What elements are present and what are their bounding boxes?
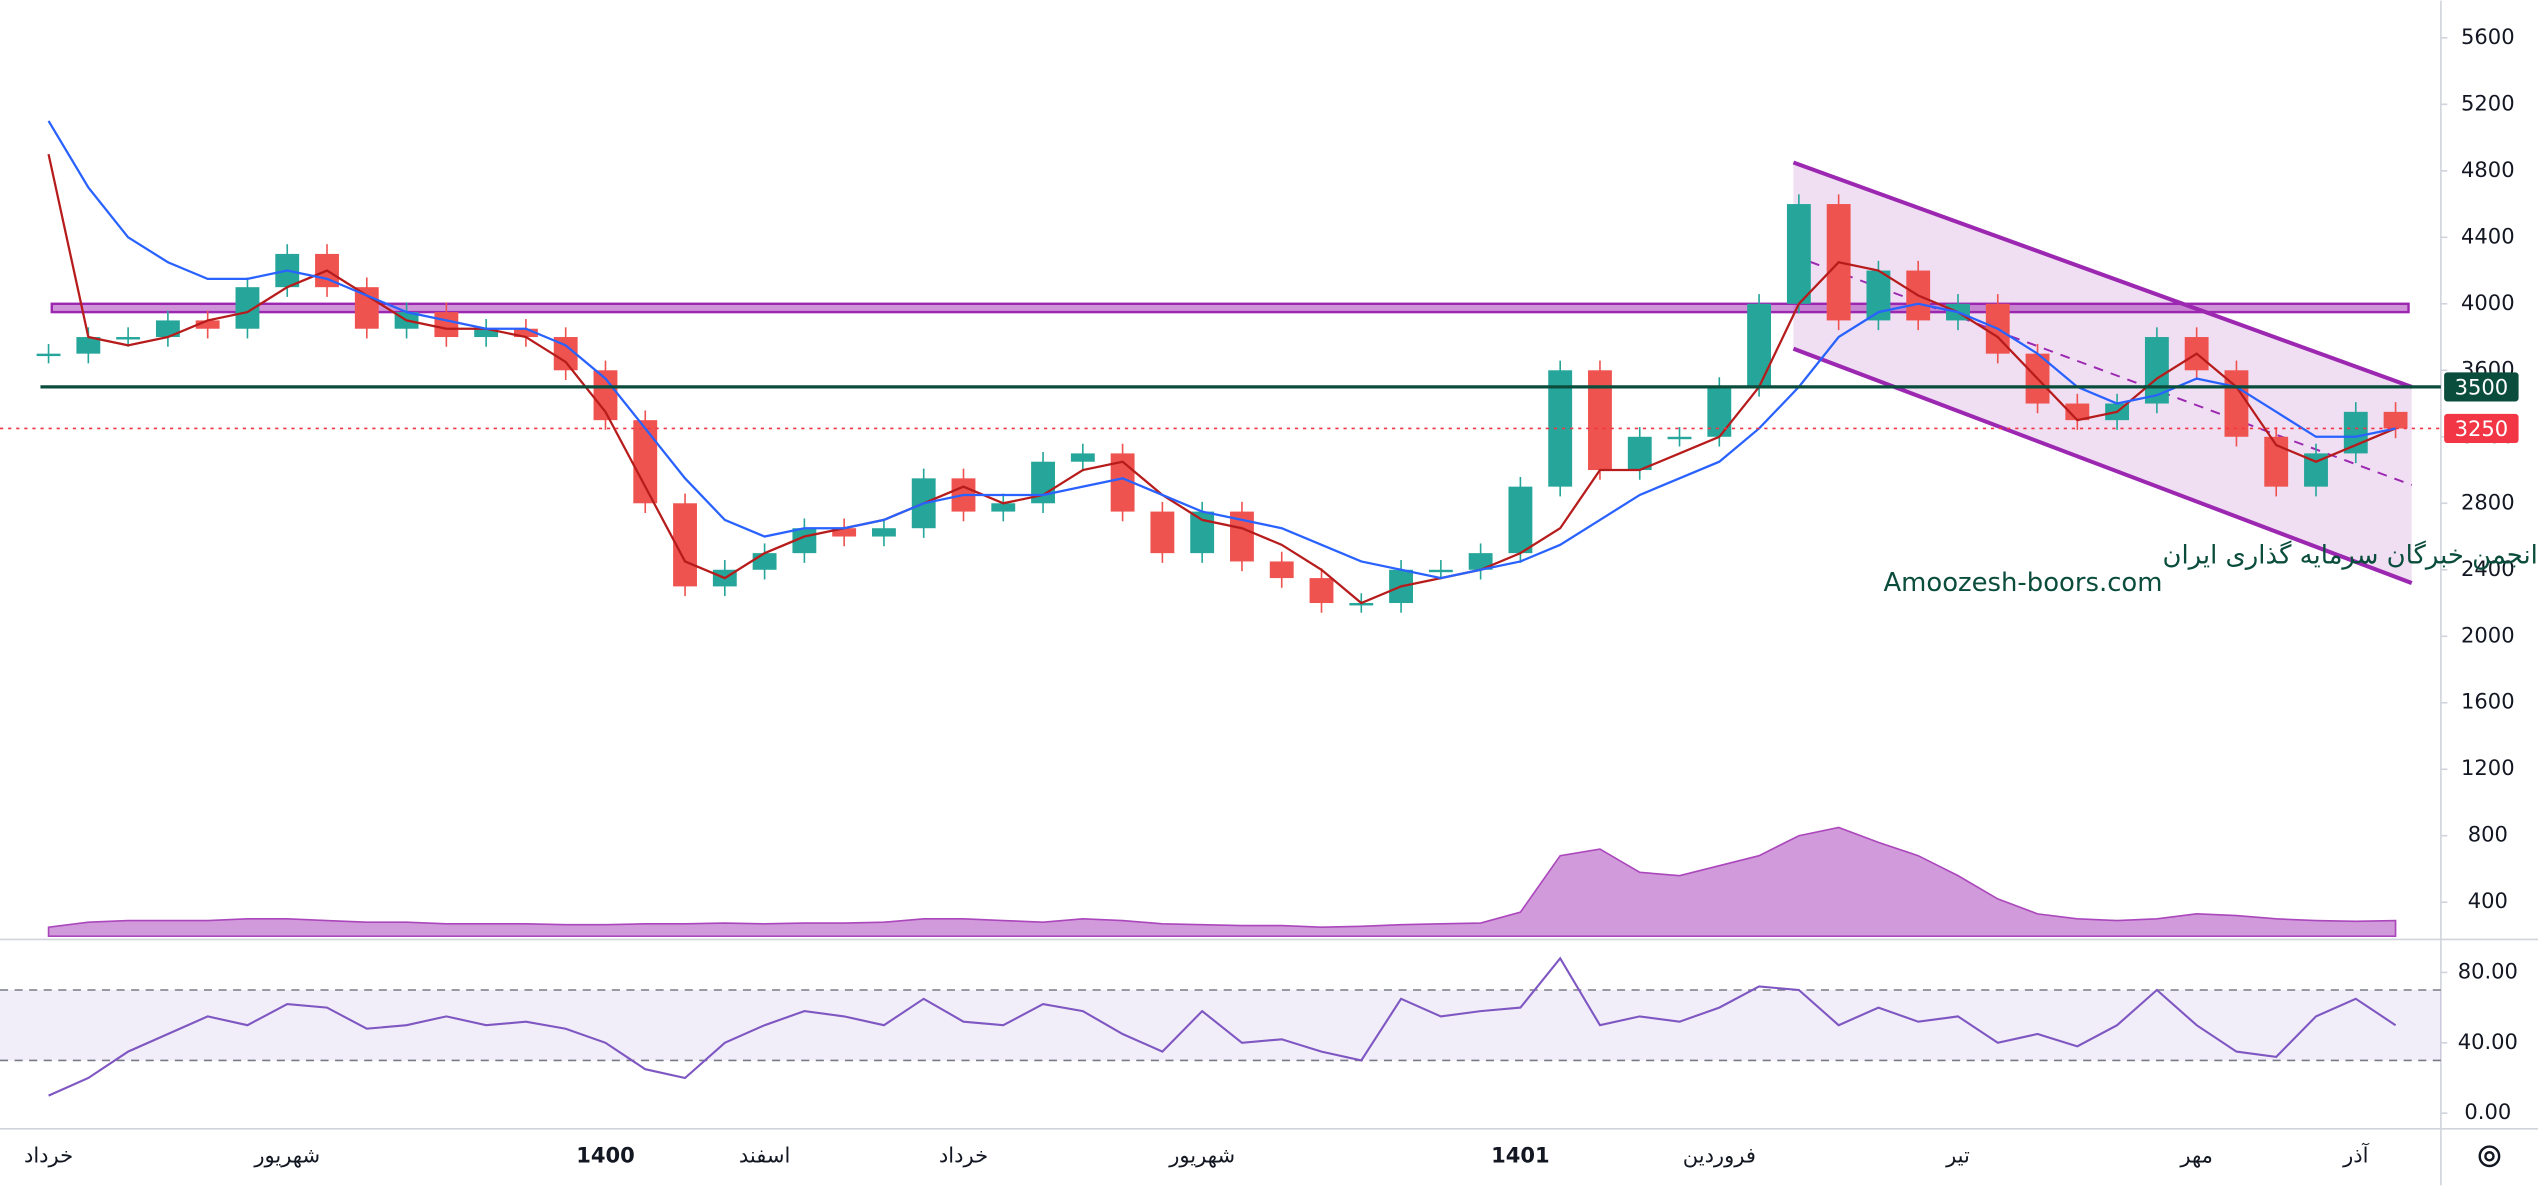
channel-mid xyxy=(1793,254,2413,486)
level-label: 3250 xyxy=(2455,416,2509,441)
candle xyxy=(76,337,101,354)
candle xyxy=(2343,411,2368,454)
level-badge xyxy=(2444,372,2519,402)
x-tick-label: 1401 xyxy=(1491,1142,1550,1167)
y-tick-label: 2800 xyxy=(2461,489,2515,514)
y-tick-label: 5600 xyxy=(2461,24,2515,49)
candle xyxy=(36,353,61,357)
candle xyxy=(1627,436,1652,471)
y-tick-label: 4400 xyxy=(2461,223,2515,248)
candle xyxy=(991,503,1016,512)
candle xyxy=(1747,303,1772,387)
x-tick-label: تیر xyxy=(1945,1142,1970,1167)
gear-hub[interactable] xyxy=(2484,1151,2495,1162)
y-tick-label: 4000 xyxy=(2461,290,2515,315)
settings-icon[interactable] xyxy=(2478,1145,2501,1168)
y-tick-label: 2000 xyxy=(2461,622,2515,647)
y-tick-label: 5200 xyxy=(2461,90,2515,115)
candle xyxy=(1150,511,1175,554)
x-tick-label: خرداد xyxy=(939,1142,988,1167)
candle xyxy=(513,328,538,338)
level-label: 3500 xyxy=(2455,375,2509,400)
x-tick-label: آذر xyxy=(2342,1142,2370,1167)
x-tick-label: 1400 xyxy=(576,1142,635,1167)
candle xyxy=(2304,453,2328,487)
candle xyxy=(1866,270,1891,321)
volume-area xyxy=(47,826,2397,937)
candle xyxy=(1190,511,1215,554)
watermark-title: انجمن خبرگان سرمایه گذاری ایران xyxy=(2162,539,2537,570)
candle xyxy=(1309,578,1334,604)
candle xyxy=(633,420,658,504)
candle xyxy=(1428,569,1453,573)
channel-fill xyxy=(1793,162,2412,584)
candle xyxy=(155,320,180,338)
candle xyxy=(1070,453,1095,462)
candle xyxy=(1588,370,1612,471)
level-badge xyxy=(2444,413,2519,444)
x-tick-label: شهریور xyxy=(253,1142,320,1167)
candle xyxy=(1667,436,1692,440)
candle xyxy=(871,528,896,537)
candle xyxy=(1786,204,1811,304)
candle xyxy=(752,553,777,570)
candle xyxy=(434,312,459,338)
candle xyxy=(593,370,618,421)
y-tick-label: 2400 xyxy=(2461,556,2515,581)
candle xyxy=(2264,436,2289,487)
candle xyxy=(1468,553,1493,570)
y-tick-label: 40.00 xyxy=(2458,1029,2518,1054)
y-tick-label: 80.00 xyxy=(2458,958,2518,983)
y-tick-label: 800 xyxy=(2468,822,2508,847)
candle xyxy=(1548,370,1573,487)
candle xyxy=(354,287,379,329)
candle xyxy=(116,337,141,340)
x-tick-label: فروردین xyxy=(1683,1142,1756,1167)
moving-average xyxy=(47,120,2396,580)
candle xyxy=(553,337,578,371)
watermark-url: Amoozesh-boors.com xyxy=(1883,568,2162,598)
candle xyxy=(1230,511,1254,562)
x-tick-label: خرداد xyxy=(24,1142,73,1167)
gear[interactable] xyxy=(2478,1145,2501,1168)
candle xyxy=(832,528,857,537)
candle xyxy=(235,287,260,329)
y-tick-label: 4800 xyxy=(2461,157,2515,182)
candle xyxy=(1707,386,1732,437)
candle xyxy=(2383,411,2408,429)
moving-average xyxy=(47,153,2396,605)
candle xyxy=(474,328,499,338)
x-tick-label: مهر xyxy=(2179,1142,2213,1167)
resistance-zone xyxy=(50,302,2410,314)
x-tick-label: اسفند xyxy=(739,1142,791,1167)
y-tick-label: 1200 xyxy=(2461,755,2515,780)
rsi-line xyxy=(48,956,2397,1097)
candle xyxy=(1269,561,1294,579)
y-tick-label: 0.00 xyxy=(2464,1099,2511,1124)
candle xyxy=(1508,486,1533,554)
x-tick-label: شهریور xyxy=(1168,1142,1235,1167)
y-tick-label: 400 xyxy=(2468,888,2508,913)
channel-upper xyxy=(1792,160,2413,389)
candle xyxy=(195,320,220,329)
candle xyxy=(673,503,697,587)
candle xyxy=(2065,403,2090,421)
y-tick-label: 1600 xyxy=(2461,689,2515,714)
candle xyxy=(2144,337,2169,404)
